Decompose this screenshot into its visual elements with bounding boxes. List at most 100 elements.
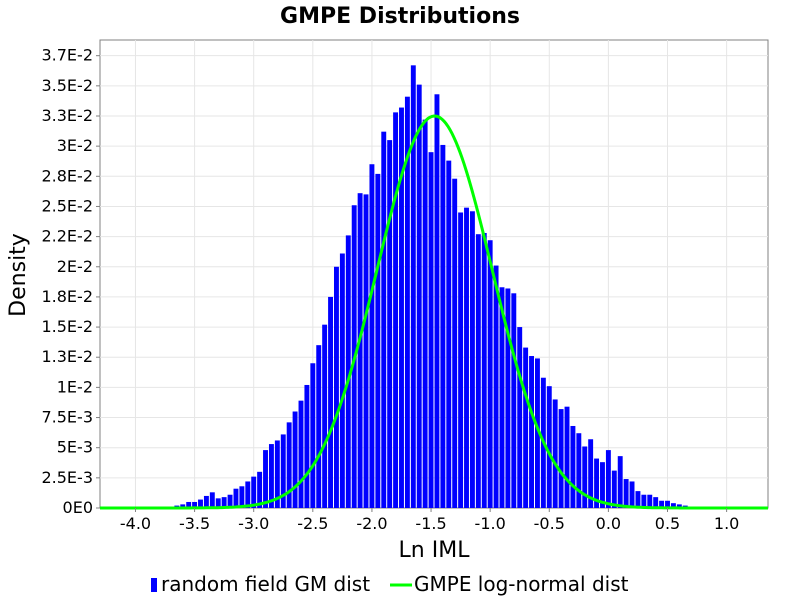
y-tick-label: 7.5E-3 [41,408,93,427]
histogram-bar [641,494,647,508]
histogram-bar [487,240,493,508]
histogram-bar [481,232,487,508]
histogram-bar [239,486,245,508]
histogram-bar [180,504,186,508]
histogram-bar [310,363,316,508]
x-tick-label: -2.5 [297,514,328,533]
histogram-bar [186,501,192,508]
histogram-bar [227,494,233,508]
chart-title: GMPE Distributions [280,4,520,29]
lognormal-curve [100,114,768,510]
y-tick-label: 2.5E-2 [41,196,93,215]
histogram-bar [257,471,263,508]
histogram-bar [399,107,404,509]
histogram-bar [670,503,676,508]
lognormal-curve-line [100,114,768,510]
x-tick-label: -1.0 [475,514,506,533]
histogram-bar [209,492,215,508]
x-tick-label: 1.0 [714,514,739,533]
histogram-bar [416,84,422,508]
histogram-bar [316,345,322,508]
histogram-bar [564,406,570,508]
y-axis-label: Density [6,233,31,317]
histogram-bar [552,399,558,508]
plot-area [99,39,769,509]
histogram-bar [192,501,198,508]
histogram-bar [233,488,239,508]
x-tick-label: -3.0 [238,514,269,533]
histogram-bar [617,456,623,508]
histogram-bar [304,384,310,508]
x-axis-ticks: -4.0 -3.5 -3.0 -2.5 -2.0 -1.5 -1.0 -0.5 0.0 0.5 1.… [120,508,739,533]
x-tick-label: -0.5 [534,514,565,533]
histogram-bar [292,411,298,508]
histogram-bar [647,494,653,508]
y-tick-label: 2.5E-3 [41,468,93,487]
histogram-bar [659,500,665,508]
histogram-bar [469,211,475,508]
histogram-bar [635,491,641,508]
histogram-bar [387,140,393,508]
y-tick-label: 3.3E-2 [41,106,93,125]
histogram-bar [339,253,345,508]
histogram-bar [629,481,635,508]
histogram-bar [422,119,428,508]
histogram-bar [458,212,464,508]
histogram-bar [274,440,280,508]
histogram-bar [198,499,203,508]
histogram-bar [511,293,517,508]
histogram-bar [588,439,594,508]
y-tick-label: 2.2E-2 [41,227,93,246]
histogram-bar [375,173,381,508]
histogram-bar [363,194,369,508]
histogram-bar [464,207,469,508]
legend-label-histogram: random field GM dist [161,572,370,596]
histogram-bar [665,500,670,508]
histogram-bar [676,504,682,508]
histogram-bar [499,287,505,508]
histogram-bar [600,462,605,508]
x-tick-label: -2.0 [356,514,387,533]
y-tick-label: 1.5E-2 [41,317,93,336]
histogram-bar [517,327,523,508]
histogram-bar [576,433,582,508]
x-tick-label: -3.5 [179,514,210,533]
histogram-bar [440,144,446,508]
y-tick-label: 3.5E-2 [41,76,93,95]
histogram-bar [534,358,540,508]
y-tick-label: 1.8E-2 [41,287,93,306]
histogram-bar [594,458,600,508]
histogram-bar [505,288,511,508]
histogram-bar [410,65,416,508]
histogram-bar [611,470,617,508]
y-tick-label: 5E-3 [57,438,93,457]
x-tick-label: -4.0 [120,514,151,533]
histogram-bar [434,94,440,508]
legend-swatch-histogram [151,578,157,592]
histogram-bar [475,234,481,509]
histogram-bar [245,481,251,508]
histogram-bar [493,265,499,508]
histogram-bar [381,131,387,508]
histogram-bar [570,425,576,508]
x-tick-label: -1.5 [415,514,446,533]
y-axis-ticks: 0E0 2.5E-3 5E-3 7.5E-3 1E-2 1.3E-2 1.5E-2 1.8E-… [41,46,100,517]
histogram-bar [404,96,410,508]
histogram-bar [446,160,452,508]
histogram-bar [393,112,399,509]
histogram-bar [215,498,221,508]
y-tick-label: 3.7E-2 [41,46,93,65]
histogram-bar [221,497,227,508]
histogram-bar [428,152,434,508]
histogram-bar [529,356,534,508]
histogram-bar [452,178,458,508]
histogram-bar [322,324,328,508]
histogram-bar [203,495,209,508]
histogram-bar [369,164,375,508]
x-tick-label: 0.5 [655,514,680,533]
histogram-bar [605,450,611,508]
histogram-bar [546,386,552,508]
legend-label-curve: GMPE log-normal dist [414,572,629,596]
histogram-bar [328,296,334,508]
